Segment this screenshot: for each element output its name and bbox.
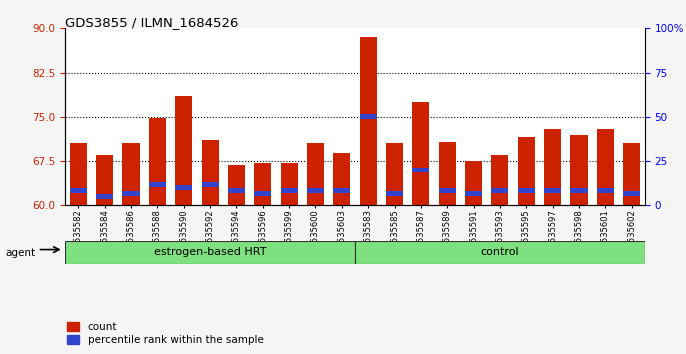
Bar [149,182,166,187]
Bar [123,143,140,205]
Bar [281,188,298,193]
Bar [359,37,377,205]
Text: agent: agent [5,248,36,258]
Bar [465,161,482,205]
Bar [544,129,561,205]
Bar [570,135,587,205]
Bar [355,241,645,264]
Bar [281,163,298,205]
Bar [228,188,245,193]
Bar [333,153,351,205]
Bar [570,188,587,193]
Bar [438,188,456,193]
Bar [255,163,272,205]
Bar [202,182,219,187]
Bar [412,102,429,205]
Bar [149,118,166,205]
Bar [175,96,192,205]
Bar [307,143,324,205]
Bar [202,141,219,205]
Bar [518,188,535,193]
Bar [597,129,614,205]
Bar [491,188,508,193]
Legend: count, percentile rank within the sample: count, percentile rank within the sample [67,322,263,345]
Bar [438,142,456,205]
Bar [255,191,272,196]
Bar [491,155,508,205]
Bar [70,188,87,193]
Text: GDS3855 / ILMN_1684526: GDS3855 / ILMN_1684526 [65,16,239,29]
Bar [96,155,113,205]
Bar [465,191,482,196]
Bar [518,137,535,205]
Bar [96,194,113,199]
Bar [623,191,640,196]
Text: estrogen-based HRT: estrogen-based HRT [154,247,266,257]
Bar [386,191,403,196]
Bar [544,188,561,193]
Bar [175,185,192,190]
Bar [412,167,429,172]
Bar [623,143,640,205]
Bar [70,143,87,205]
Bar [359,114,377,119]
Text: control: control [481,247,519,257]
Bar [597,188,614,193]
Bar [333,188,351,193]
Bar [65,241,355,264]
Bar [123,191,140,196]
Bar [228,165,245,205]
Bar [386,143,403,205]
Bar [307,188,324,193]
